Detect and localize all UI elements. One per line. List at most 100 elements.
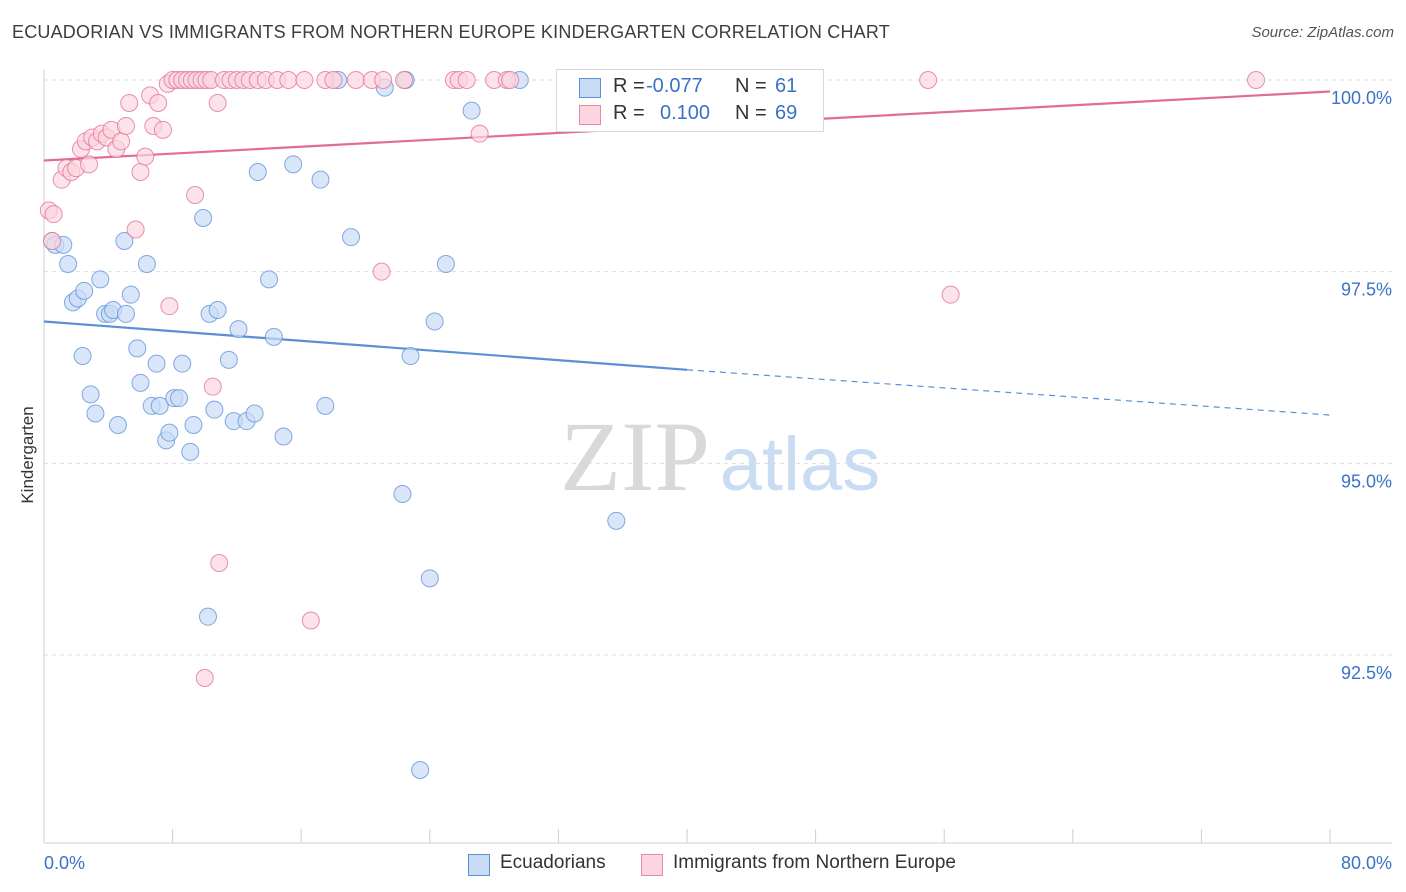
- n-value: 69: [775, 102, 798, 124]
- data-point: [173, 354, 192, 373]
- legend-label: Immigrants from Northern Europe: [673, 852, 956, 873]
- data-point: [184, 416, 203, 434]
- data-point: [284, 155, 303, 174]
- r-label: R =: [613, 102, 645, 124]
- trend-line-ecuadorians: [43, 320, 688, 371]
- watermark-atlas: atlas: [720, 422, 881, 507]
- data-point: [393, 485, 412, 503]
- data-point: [425, 312, 444, 331]
- data-point: [112, 132, 131, 151]
- data-point: [210, 554, 229, 572]
- data-point: [108, 416, 127, 434]
- watermark: ZIP atlas: [560, 401, 880, 512]
- data-point: [219, 350, 238, 369]
- r-value: 0.100: [660, 102, 711, 124]
- data-point: [342, 228, 361, 247]
- data-point: [120, 94, 139, 112]
- data-point: [501, 71, 520, 89]
- data-point: [436, 255, 455, 273]
- legend-label: Ecuadorians: [500, 852, 606, 873]
- data-point: [374, 71, 393, 89]
- stats-box: R = -0.077 N = 61 R = 0.100 N = 69: [556, 69, 824, 132]
- data-point: [131, 373, 150, 392]
- data-point: [44, 205, 63, 224]
- data-point: [401, 347, 420, 365]
- y-axis-label: Kindergarten: [18, 406, 37, 504]
- y-tick-label: 92.5%: [1341, 663, 1392, 683]
- series-ecuadorians: [43, 71, 626, 779]
- r-label: R =: [613, 75, 645, 97]
- y-tick-label: 95.0%: [1341, 471, 1392, 491]
- data-point: [149, 94, 168, 112]
- data-point: [126, 220, 145, 239]
- data-point: [73, 347, 92, 365]
- data-point: [75, 281, 94, 300]
- legend-swatch-pink: [641, 854, 663, 876]
- n-label: N =: [735, 102, 767, 124]
- data-point: [229, 320, 248, 339]
- data-point: [116, 304, 135, 323]
- data-point: [316, 396, 335, 415]
- data-point: [372, 262, 391, 281]
- data-point: [420, 569, 439, 588]
- data-point: [181, 442, 200, 461]
- trend-line-extension: [686, 369, 1331, 416]
- data-point: [245, 404, 264, 423]
- data-points: [39, 71, 1266, 779]
- data-point: [395, 71, 414, 89]
- data-point: [198, 607, 217, 626]
- data-point: [208, 94, 227, 112]
- data-point: [116, 117, 135, 135]
- data-point: [186, 186, 205, 204]
- data-point: [607, 511, 626, 530]
- chart-title: ECUADORIAN VS IMMIGRANTS FROM NORTHERN E…: [12, 22, 890, 42]
- data-point: [279, 71, 298, 89]
- data-point: [128, 339, 147, 358]
- data-point: [59, 255, 78, 273]
- data-point: [195, 669, 214, 687]
- data-point: [137, 255, 156, 273]
- data-point: [1247, 71, 1266, 89]
- data-point: [295, 71, 314, 89]
- axes: [43, 70, 1392, 844]
- data-point: [121, 285, 140, 304]
- x-tick-label: 80.0%: [1341, 853, 1392, 873]
- data-point: [160, 297, 179, 316]
- y-tick-label: 100.0%: [1331, 88, 1392, 108]
- data-point: [131, 163, 150, 181]
- data-point: [462, 101, 481, 120]
- data-point: [194, 209, 213, 227]
- data-point: [170, 389, 189, 408]
- tick-labels: 92.5% 95.0% 97.5% 100.0% 0.0% 80.0%: [44, 88, 1392, 873]
- y-tick-label: 97.5%: [1341, 280, 1392, 300]
- data-point: [248, 163, 267, 181]
- stats-swatch-pink: [579, 105, 601, 125]
- data-point: [153, 120, 172, 139]
- data-point: [411, 761, 430, 779]
- data-point: [264, 327, 283, 346]
- data-point: [150, 396, 169, 415]
- data-point: [311, 170, 330, 189]
- data-point: [470, 124, 489, 143]
- source-label: Source: ZipAtlas.com: [1251, 24, 1394, 41]
- data-point: [301, 611, 320, 630]
- data-point: [274, 427, 293, 446]
- data-point: [260, 270, 279, 289]
- data-point: [346, 71, 365, 89]
- data-point: [324, 71, 343, 89]
- data-point: [115, 232, 134, 250]
- data-point: [80, 155, 99, 174]
- data-point: [81, 385, 100, 404]
- stats-swatch-blue: [579, 78, 601, 98]
- data-point: [136, 147, 155, 166]
- data-point: [160, 423, 179, 442]
- data-point: [203, 377, 222, 396]
- data-point: [208, 301, 227, 319]
- grid-lines: [44, 79, 1392, 656]
- watermark-zip: ZIP: [560, 401, 710, 512]
- data-point: [86, 404, 105, 423]
- trend-lines: [43, 90, 1331, 416]
- legend-swatch-blue: [468, 854, 490, 876]
- series-northern-europe: [39, 71, 1266, 687]
